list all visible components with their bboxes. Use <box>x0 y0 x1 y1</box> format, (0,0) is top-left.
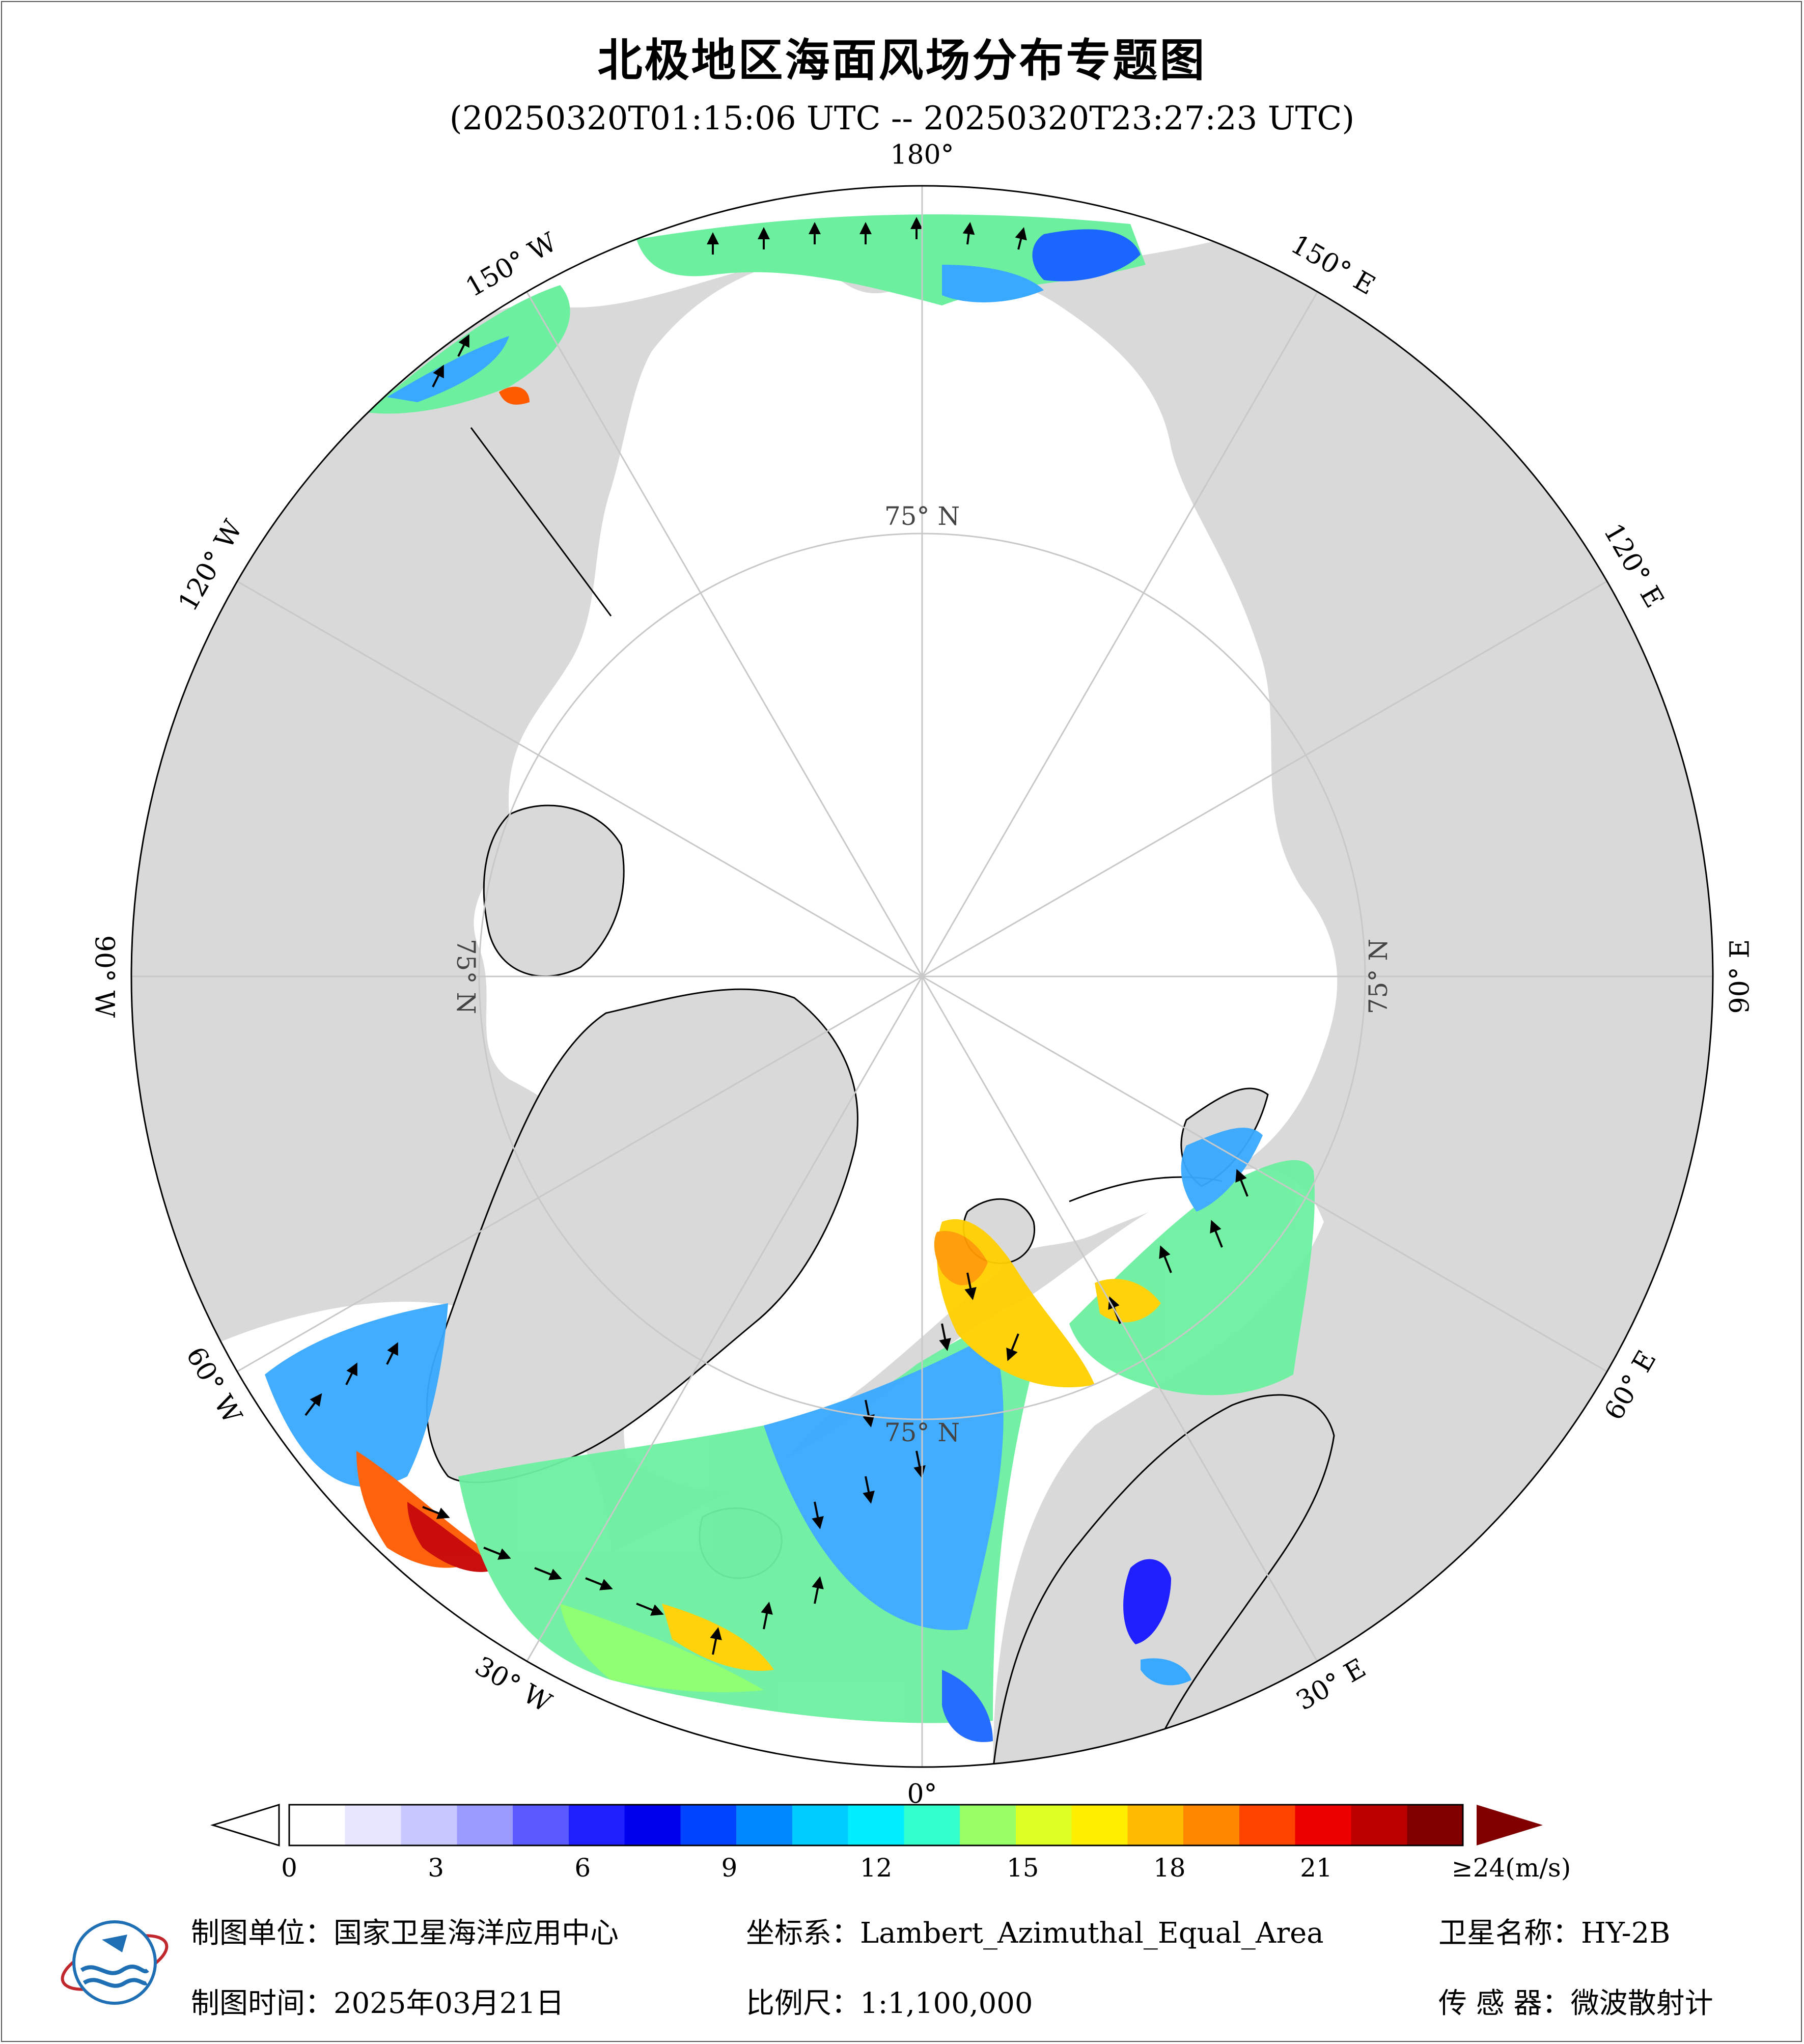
footer-scale-value: 1:1,100,000 <box>860 1987 1033 2020</box>
footer-unit: 制图单位：国家卫星海洋应用中心 <box>191 1910 619 1951</box>
footer-coord: 坐标系：Lambert_Azimuthal_Equal_Area <box>746 1910 1324 1951</box>
lat-label-3: 75° N <box>451 939 481 1014</box>
map-title: 北极地区海面风场分布专题图 <box>597 34 1207 87</box>
wind-swath-baltic <box>1123 1559 1191 1686</box>
date-line-boundary <box>470 427 612 617</box>
footer-sensor: 传 感 器：微波散射计 <box>1438 1980 1713 2022</box>
colorbar-tick-5: 15 <box>1006 1853 1039 1883</box>
footer-time: 制图时间：2025年03月21日 <box>191 1980 564 2022</box>
colorbar-over-triangle <box>1477 1805 1543 1845</box>
nsoas-logo <box>61 1920 169 2005</box>
colorbar-tick-1: 3 <box>428 1853 445 1883</box>
footer-satellite: 卫星名称：HY-2B <box>1438 1910 1670 1951</box>
colorbar-tick-4: 12 <box>859 1853 893 1883</box>
time-range-subtitle: (20250320T01:15:06 UTC -- 20250320T23:27… <box>449 100 1355 137</box>
footer-time-value: 2025年03月21日 <box>334 1987 565 2020</box>
colorbar-under-triangle <box>210 1803 280 1847</box>
map-boundary-circle <box>130 185 1714 1768</box>
lon-label-0: 180° <box>890 140 954 171</box>
footer-scale-label: 比例尺： <box>746 1987 860 2020</box>
colorbar-tick-2: 6 <box>574 1853 591 1883</box>
footer-sat-label: 卫星名称： <box>1438 1917 1581 1950</box>
footer-unit-label: 制图单位： <box>191 1917 334 1950</box>
canadian-archipelago <box>483 804 625 977</box>
colorbar-tick-0: 0 <box>281 1853 297 1883</box>
wind-vectors <box>304 217 1248 1655</box>
footer-coord-value: Lambert_Azimuthal_Equal_Area <box>860 1917 1324 1950</box>
footer-scale: 比例尺：1:1,100,000 <box>746 1980 1033 2022</box>
colorbar-tick-7: 21 <box>1300 1853 1333 1883</box>
lat-label-1: 75° N <box>1364 939 1393 1014</box>
lat-label-0: 75° N <box>884 501 960 531</box>
colorbar-tick-3: 9 <box>721 1853 738 1883</box>
footer-time-label: 制图时间： <box>191 1987 334 2020</box>
colorbar-tick-8: ≥24(m/s) <box>1451 1853 1571 1883</box>
footer-sat-value: HY-2B <box>1581 1917 1671 1950</box>
colorbar-tick-6: 18 <box>1153 1853 1186 1883</box>
footer-sensor-label: 传 感 器： <box>1438 1987 1571 2020</box>
lon-label-9: 90° W <box>89 935 120 1018</box>
lon-label-3: 90° E <box>1725 939 1756 1014</box>
graticule <box>131 186 1713 1767</box>
footer-coord-label: 坐标系： <box>746 1917 860 1950</box>
footer-sensor-value: 微波散射计 <box>1570 1987 1713 2020</box>
latitude-labels: 75° N 75° N 75° N 75° N <box>451 501 1393 1447</box>
footer-unit-value: 国家卫星海洋应用中心 <box>334 1917 619 1950</box>
greenland <box>426 988 858 1483</box>
colorbar-scale <box>288 1804 1464 1846</box>
lat-label-2: 75° N <box>884 1418 960 1447</box>
